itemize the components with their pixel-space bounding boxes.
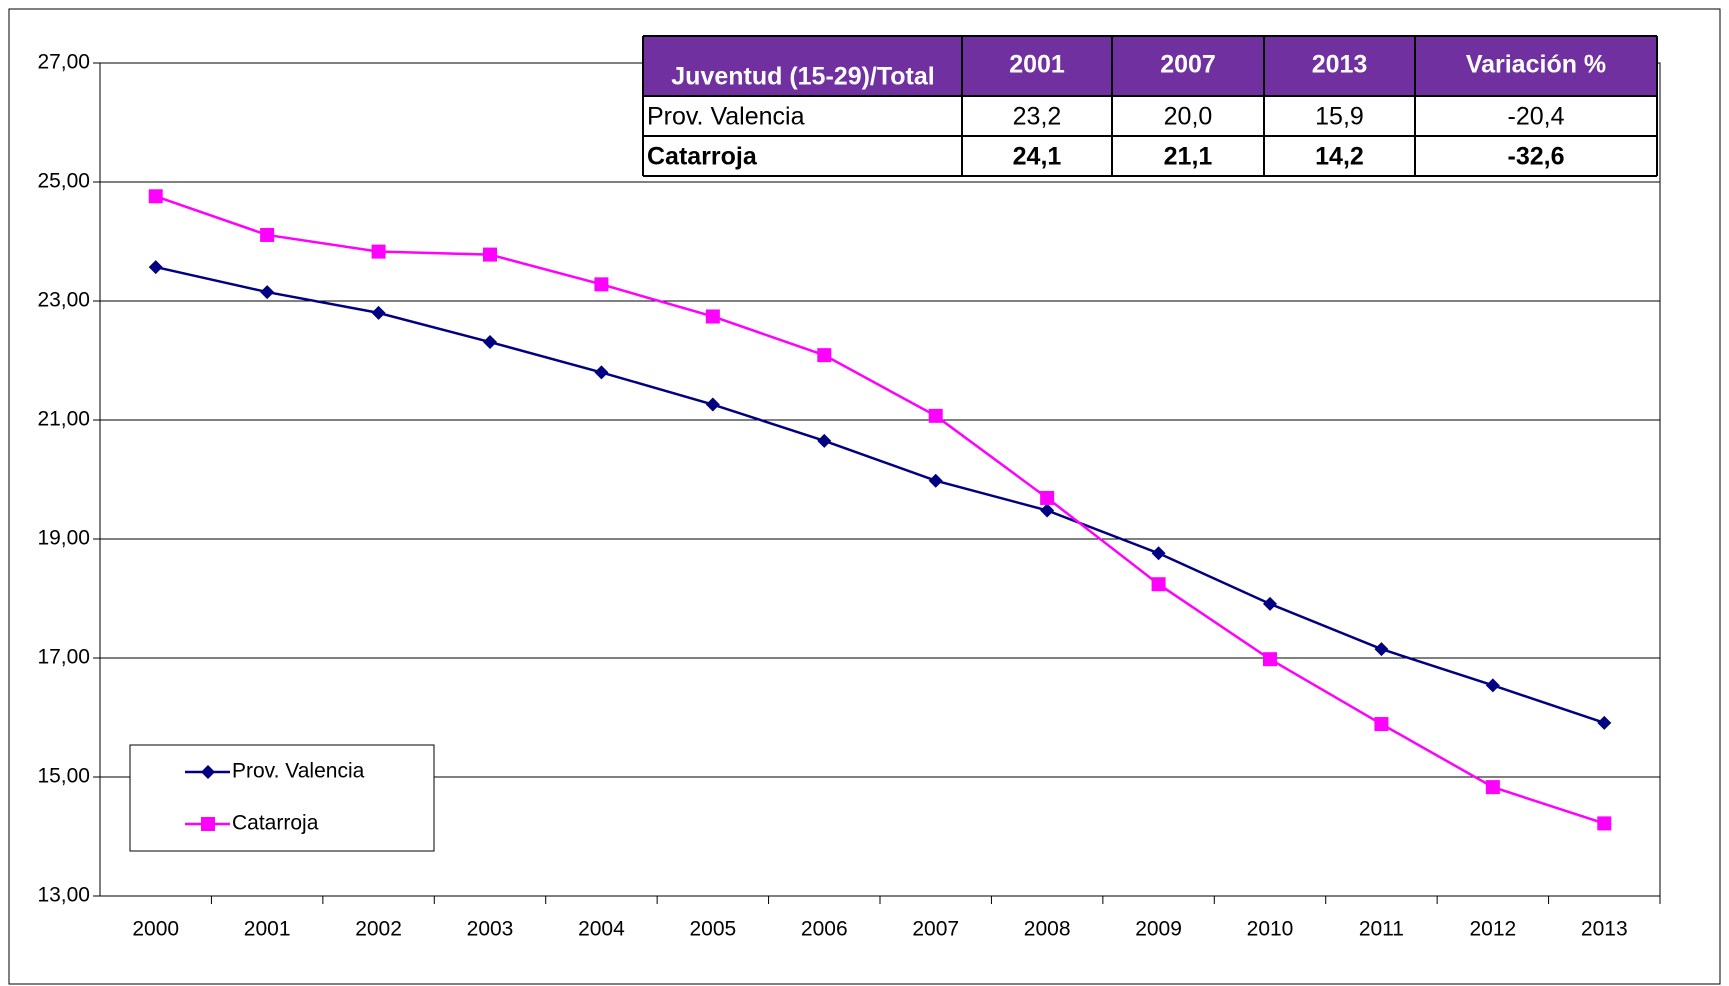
x-tick-label: 2002 [355,918,402,941]
point [1263,652,1277,667]
x-tick-label: 2000 [132,918,179,941]
point [148,189,163,204]
x-tick-label: 2005 [689,918,736,941]
table-cell: 2007 [1160,51,1216,79]
table-cell: 14,2 [1315,143,1364,171]
point [1597,816,1612,831]
point [928,408,943,423]
x-tick-label: 2009 [1135,918,1182,941]
y-tick-label: 23,00 [37,289,90,312]
point [1263,596,1277,611]
point [148,260,163,275]
point [483,335,497,350]
point [483,247,497,262]
point [1040,503,1055,518]
point [260,285,275,300]
table-cell: 24,1 [1013,143,1062,171]
y-tick-label: 25,00 [37,170,90,193]
point [371,244,386,259]
point [705,309,720,324]
point [705,397,720,412]
x-tick-label: 2010 [1247,918,1294,941]
table-cell: 20,0 [1164,103,1213,131]
table-cell: Prov. Valencia [647,103,805,131]
point [1485,678,1500,693]
point [371,305,386,320]
y-tick-label: 13,00 [37,884,90,907]
x-tick-label: 2008 [1024,918,1071,941]
point [1485,780,1500,795]
legend-label: Catarroja [232,812,319,835]
table-cell: -32,6 [1508,143,1565,171]
x-tick-label: 2013 [1581,918,1628,941]
point [594,277,609,292]
point [817,348,832,363]
table-cell: 21,1 [1164,143,1213,171]
y-tick-label: 27,00 [37,51,90,74]
table-cell: 2001 [1009,51,1065,79]
point [1597,715,1612,730]
y-tick-label: 17,00 [37,646,90,669]
series-line [155,265,1605,725]
y-tick-label: 21,00 [37,408,90,431]
x-tick-label: 2012 [1469,918,1516,941]
legend-label: Prov. Valencia [232,760,365,783]
x-tick-label: 2001 [244,918,291,941]
point [1151,577,1166,592]
x-tick-label: 2003 [467,918,514,941]
point [260,227,275,242]
table-cell: 23,2 [1013,103,1062,131]
table-header-bg [643,36,1657,96]
point [928,473,943,488]
point [594,365,609,380]
y-tick-label: 15,00 [37,765,90,788]
table-cell: 15,9 [1315,103,1364,131]
table-cell: Catarroja [647,143,758,171]
table-cell: Juventud (15-29)/Total [671,63,934,91]
x-tick-label: 2007 [912,918,959,941]
point [1151,546,1166,561]
x-tick-label: 2004 [578,918,625,941]
series-line [155,195,1605,825]
point [201,817,215,831]
legend-box [129,744,435,852]
y-tick-label: 19,00 [37,527,90,550]
x-tick-label: 2011 [1359,918,1404,941]
point [1374,642,1389,657]
table-cell: Variación % [1466,51,1606,79]
point [1040,490,1055,505]
point [201,765,215,779]
point [1374,717,1389,732]
point [817,433,832,448]
x-tick-label: 2006 [801,918,848,941]
table-cell: -20,4 [1508,103,1565,131]
table-cell: 2013 [1312,51,1368,79]
